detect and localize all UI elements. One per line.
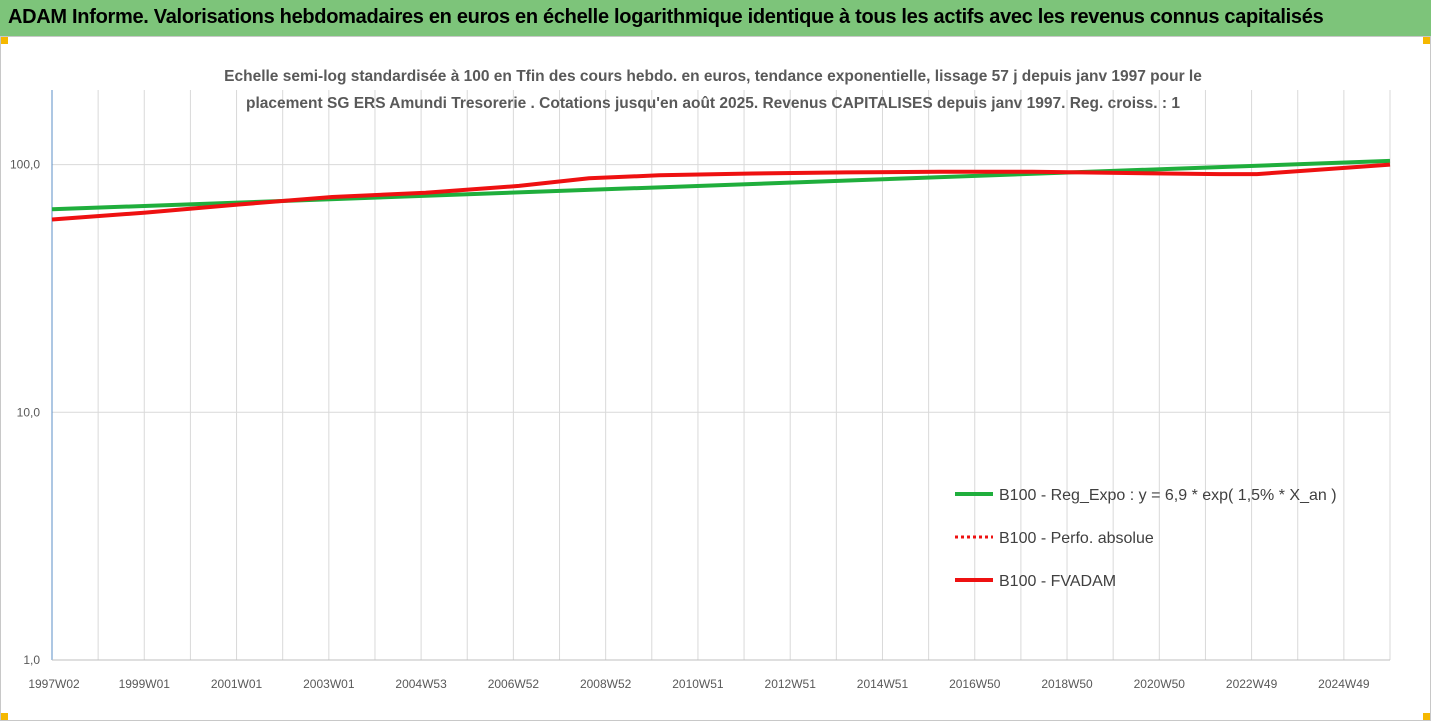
x-tick-label: 2024W49 [1318, 677, 1370, 691]
x-tick-label: 2022W49 [1226, 677, 1278, 691]
header-bar: ADAM Informe. Valorisations hebdomadaire… [0, 0, 1431, 37]
y-tick-label: 100,0 [10, 158, 40, 172]
corner-marker-top-left [0, 36, 8, 44]
chart-title: Echelle semi-log standardisée à 100 en T… [224, 68, 1202, 112]
page-title: ADAM Informe. Valorisations hebdomadaire… [8, 6, 1324, 28]
x-tick-label: 2016W50 [949, 677, 1001, 691]
chart-title-line-1: Echelle semi-log standardisée à 100 en T… [224, 68, 1202, 85]
y-tick-label: 1,0 [23, 653, 40, 667]
legend-label-3: B100 - FVADAM [999, 573, 1116, 590]
x-tick-label: 2020W50 [1134, 677, 1186, 691]
y-tick-label: 10,0 [17, 405, 41, 419]
x-tick-label: 2012W51 [765, 677, 817, 691]
corner-marker-bottom-right [1423, 713, 1431, 721]
legend-label-1: B100 - Reg_Expo : y = 6,9 * exp( 1,5% * … [999, 487, 1337, 504]
y-axis: 1,0 10,0 100,0 [10, 90, 53, 667]
x-axis: 1997W02 1999W01 2001W01 2003W01 2004W53 2006W… [28, 659, 1390, 691]
x-tick-label: 1999W01 [119, 677, 171, 691]
series-line-3 [51, 162, 1391, 222]
x-tick-label: 2001W01 [211, 677, 263, 691]
x-tick-label: 2006W52 [488, 677, 540, 691]
x-tick-label: 2018W50 [1041, 677, 1093, 691]
corner-marker-bottom-left [0, 713, 8, 721]
legend-label-2: B100 - Perfo. absolue [999, 530, 1154, 547]
x-tick-label: 2003W01 [303, 677, 355, 691]
x-tick-label: 2008W52 [580, 677, 632, 691]
chart-title-line-2: placement SG ERS Amundi Tresorerie . Cot… [246, 95, 1180, 112]
legend: B100 - Reg_Expo : y = 6,9 * exp( 1,5% * … [955, 487, 1337, 590]
x-tick-label: 1997W02 [28, 677, 80, 691]
x-tick-label: 2004W53 [395, 677, 447, 691]
corner-marker-top-right [1423, 36, 1431, 44]
grid-lines [52, 90, 1391, 660]
x-tick-label: 2014W51 [857, 677, 909, 691]
x-tick-label: 2010W51 [672, 677, 724, 691]
series-lines [51, 158, 1391, 222]
